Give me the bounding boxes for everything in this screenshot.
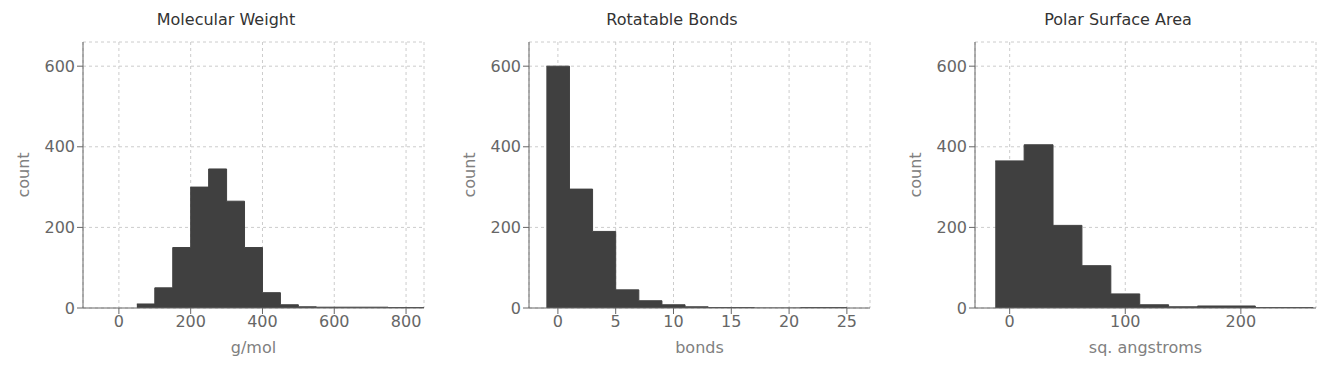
svg-text:400: 400 xyxy=(490,137,521,156)
html-text:Molecular Weight: Molecular Weight xyxy=(156,10,296,29)
svg-text:count: count xyxy=(460,152,479,197)
html-text:Polar Surface Area: Polar Surface Area xyxy=(1044,10,1192,29)
svg-text:count: count xyxy=(906,152,925,197)
svg-text:0: 0 xyxy=(114,312,124,331)
svg-text:count: count xyxy=(14,152,33,197)
svg-text:400: 400 xyxy=(247,312,278,331)
svg-text:15: 15 xyxy=(721,312,741,331)
svg-text:200: 200 xyxy=(1226,312,1257,331)
svg-text:200: 200 xyxy=(44,218,75,237)
svg-text:800: 800 xyxy=(391,312,422,331)
svg-text:200: 200 xyxy=(490,218,521,237)
svg-text:600: 600 xyxy=(44,57,75,76)
svg-text:0: 0 xyxy=(511,299,521,318)
svg-text:0: 0 xyxy=(65,299,75,318)
html-text:Rotatable Bonds: Rotatable Bonds xyxy=(606,10,738,29)
svg-text:0: 0 xyxy=(553,312,563,331)
svg-text:600: 600 xyxy=(936,57,967,76)
svg-text:200: 200 xyxy=(175,312,206,331)
svg-text:25: 25 xyxy=(837,312,857,331)
svg-text:600: 600 xyxy=(319,312,350,331)
svg-text:0: 0 xyxy=(1005,312,1015,331)
svg-text:100: 100 xyxy=(1110,312,1141,331)
svg-text:5: 5 xyxy=(611,312,621,331)
svg-text:10: 10 xyxy=(663,312,683,331)
svg-text:0: 0 xyxy=(957,299,967,318)
svg-text:400: 400 xyxy=(44,137,75,156)
svg-text:600: 600 xyxy=(490,57,521,76)
svg-text:sq. angstroms: sq. angstroms xyxy=(1089,338,1202,357)
svg-text:20: 20 xyxy=(779,312,799,331)
svg-text:400: 400 xyxy=(936,137,967,156)
svg-text:bonds: bonds xyxy=(675,338,724,357)
svg-text:200: 200 xyxy=(936,218,967,237)
svg-text:g/mol: g/mol xyxy=(231,338,276,357)
